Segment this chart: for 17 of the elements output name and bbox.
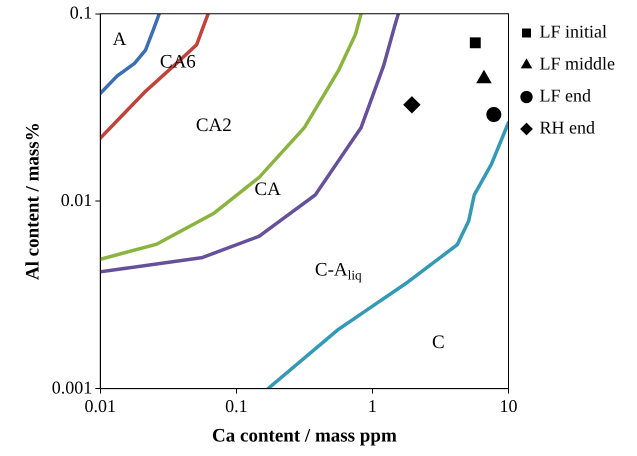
legend-label: LF end [540,86,591,106]
y-tick-label: 0.01 [60,190,92,210]
x-tick-label: 10 [500,396,518,416]
y-tick-label: 0.1 [70,2,92,23]
y-tick-label: 0.001 [52,377,92,398]
annotation: A [112,29,127,50]
legend-label: LF initial [540,22,607,42]
y-axis-title: Al content / mass% [22,122,44,280]
legend-label: LF middle [540,54,616,74]
x-tick-label: 0.01 [84,396,116,416]
annotation: CA2 [196,115,232,136]
x-axis-title: Ca content / mass ppm [212,426,397,447]
annotation: CA [254,178,282,200]
annotation: C [432,332,445,353]
x-tick-label: 1 [368,396,377,416]
legend-label: RH end [540,118,595,138]
x-tick-label: 0.1 [225,396,248,416]
